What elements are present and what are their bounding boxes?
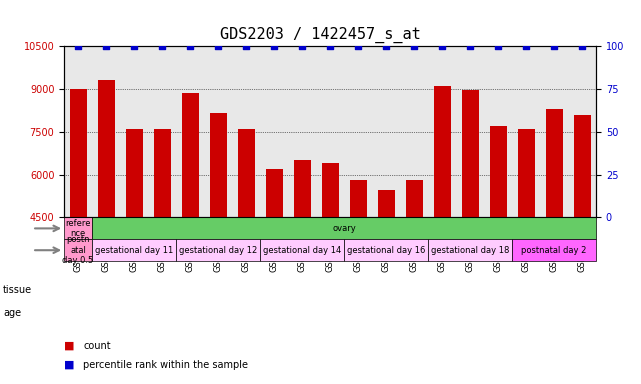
Text: gestational day 11: gestational day 11	[95, 246, 173, 255]
Point	[325, 43, 335, 49]
Point	[241, 43, 251, 49]
Point	[549, 43, 559, 49]
Text: gestational day 18: gestational day 18	[431, 246, 510, 255]
Text: ■: ■	[64, 360, 74, 370]
Point	[213, 43, 223, 49]
Point	[157, 43, 167, 49]
Text: gestational day 16: gestational day 16	[347, 246, 425, 255]
Bar	[518, 129, 535, 346]
Bar	[97, 80, 115, 346]
Bar	[462, 90, 479, 346]
Text: gestational day 12: gestational day 12	[179, 246, 257, 255]
FancyBboxPatch shape	[176, 239, 260, 261]
Point	[493, 43, 503, 49]
Bar	[154, 129, 171, 346]
Point	[297, 43, 307, 49]
Bar	[490, 126, 506, 346]
Text: count: count	[83, 341, 111, 351]
FancyBboxPatch shape	[64, 217, 92, 239]
Point	[353, 43, 363, 49]
Point	[269, 43, 279, 49]
Bar	[378, 190, 394, 346]
FancyBboxPatch shape	[512, 239, 596, 261]
Point	[409, 43, 419, 49]
Bar	[350, 180, 367, 346]
Bar	[266, 169, 283, 346]
Bar	[294, 161, 310, 346]
Text: gestational day 14: gestational day 14	[263, 246, 341, 255]
Point	[101, 43, 112, 49]
FancyBboxPatch shape	[428, 239, 512, 261]
Point	[521, 43, 531, 49]
Point	[73, 43, 83, 49]
Text: postnatal day 2: postnatal day 2	[521, 246, 587, 255]
Point	[577, 43, 587, 49]
Point	[437, 43, 447, 49]
Bar	[322, 163, 338, 346]
Text: refere
nce: refere nce	[65, 219, 91, 238]
Bar	[545, 109, 563, 346]
Text: ovary: ovary	[332, 224, 356, 233]
Bar	[210, 113, 226, 346]
Text: GDS2203 / 1422457_s_at: GDS2203 / 1422457_s_at	[220, 27, 421, 43]
Text: postn
atal
day 0.5: postn atal day 0.5	[62, 235, 94, 265]
FancyBboxPatch shape	[260, 239, 344, 261]
Text: age: age	[3, 308, 21, 318]
Bar	[238, 129, 254, 346]
Bar	[574, 115, 590, 346]
FancyBboxPatch shape	[92, 217, 596, 239]
Bar	[181, 93, 199, 346]
FancyBboxPatch shape	[344, 239, 428, 261]
Bar	[126, 129, 142, 346]
Point	[185, 43, 196, 49]
Bar	[70, 89, 87, 346]
Text: percentile rank within the sample: percentile rank within the sample	[83, 360, 248, 370]
Point	[129, 43, 139, 49]
Text: tissue: tissue	[3, 285, 32, 295]
FancyBboxPatch shape	[92, 239, 176, 261]
Bar	[406, 180, 422, 346]
Text: ■: ■	[64, 341, 74, 351]
Point	[381, 43, 391, 49]
Bar	[434, 86, 451, 346]
FancyBboxPatch shape	[64, 239, 92, 261]
Point	[465, 43, 475, 49]
